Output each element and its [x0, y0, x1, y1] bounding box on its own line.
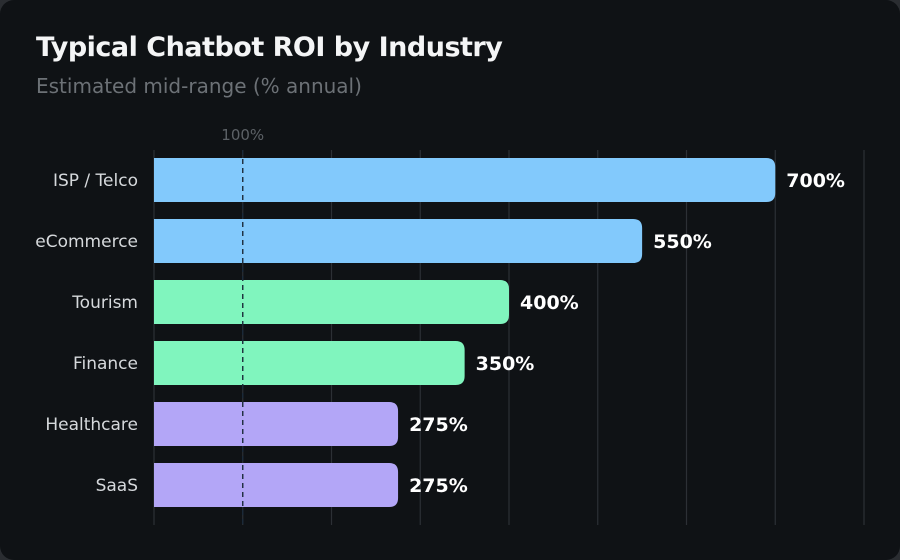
value-label: 350%	[476, 353, 535, 375]
bar	[154, 341, 465, 385]
bar	[154, 402, 399, 446]
category-label: eCommerce	[35, 232, 138, 252]
value-label: 550%	[653, 231, 712, 253]
chart-subtitle: Estimated mid-range (% annual)	[36, 74, 362, 98]
reference-line-label: 100%	[221, 126, 264, 144]
value-label: 700%	[786, 170, 845, 192]
bar	[154, 463, 399, 507]
category-label: Finance	[73, 354, 138, 374]
value-label: 400%	[520, 292, 579, 314]
category-label: SaaS	[96, 476, 138, 496]
category-label: Tourism	[71, 293, 138, 313]
chart-title: Typical Chatbot ROI by Industry	[36, 32, 503, 63]
value-label: 275%	[409, 475, 468, 497]
bar	[154, 219, 643, 263]
category-label: Healthcare	[45, 415, 138, 435]
bar	[154, 280, 509, 324]
value-label: 275%	[409, 414, 468, 436]
bar	[154, 158, 776, 202]
category-label: ISP / Telco	[53, 171, 138, 191]
